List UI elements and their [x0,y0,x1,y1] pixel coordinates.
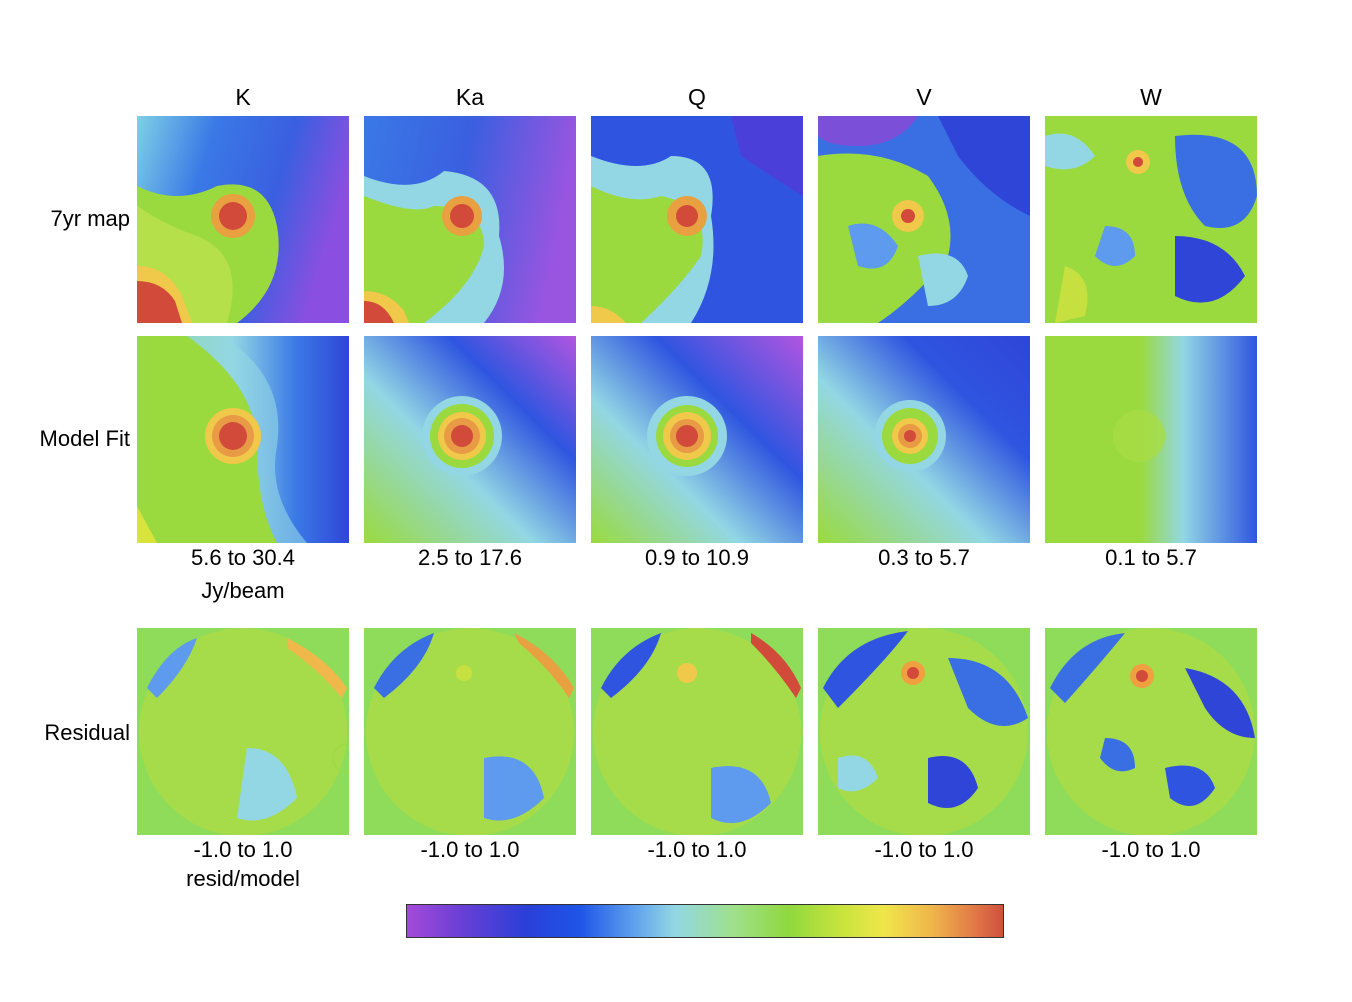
row-label-7yr-map: 7yr map [50,206,130,231]
model-range-q: 0.9 to 10.9 [645,545,749,570]
residual-panel-w [1045,628,1257,835]
residual-panel-v [818,628,1030,835]
model-range-v: 0.3 to 5.7 [878,545,970,570]
model-panel-k [137,336,349,543]
residual-range-ka: -1.0 to 1.0 [420,837,520,862]
column-label-v: V [916,84,932,110]
model-panel-ka [364,336,576,543]
map-panel-w [1045,116,1257,323]
map-panel-q [591,116,803,323]
map-panel-k [137,116,349,323]
map-panel-v [818,116,1030,323]
row-label-model-fit: Model Fit [39,426,130,451]
model-range-w: 0.1 to 5.7 [1105,545,1197,570]
residual-range-w: -1.0 to 1.0 [1101,837,1201,862]
column-label-q: Q [688,84,706,110]
map-panel-ka [364,116,576,323]
colorbar [406,904,1004,938]
model-panel-q [591,336,803,543]
residual-unit: resid/model [186,866,300,891]
residual-panel-k [137,628,349,835]
model-range-ka: 2.5 to 17.6 [418,545,522,570]
residual-range-q: -1.0 to 1.0 [647,837,747,862]
model-panel-w [1045,336,1257,543]
residual-range-k: -1.0 to 1.0 [193,837,293,862]
residual-panel-q [591,628,803,835]
residual-panel-ka [364,628,576,835]
column-label-k: K [235,84,251,110]
residual-range-v: -1.0 to 1.0 [874,837,974,862]
column-label-w: W [1140,84,1162,110]
column-label-ka: Ka [455,84,485,110]
model-panel-v [818,336,1030,543]
model-unit: Jy/beam [201,578,285,603]
model-range-k: 5.6 to 30.4 [191,545,295,570]
row-label-residual: Residual [44,720,130,745]
